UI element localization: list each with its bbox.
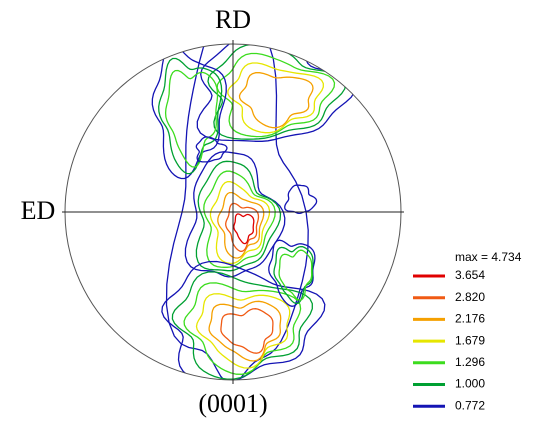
plane-label: (0001) — [198, 389, 267, 418]
rd-label: RD — [215, 5, 251, 34]
contour — [203, 170, 276, 268]
contour — [284, 184, 318, 215]
legend-label: 1.000 — [455, 377, 485, 391]
contour — [195, 160, 282, 272]
contour — [164, 69, 219, 168]
contour — [195, 293, 291, 369]
contour — [209, 181, 271, 265]
contours — [151, 44, 357, 380]
legend-label: 1.296 — [455, 355, 485, 369]
legend-label: 2.820 — [455, 290, 485, 304]
legend-max: max = 4.734 — [455, 250, 522, 264]
contour — [184, 151, 286, 278]
contour — [227, 62, 324, 134]
contour — [158, 57, 223, 175]
contour — [273, 245, 314, 305]
contour — [195, 136, 228, 163]
contour — [183, 282, 302, 375]
legend: 3.654 2.820 2.176 1.679 1.296 1.000 0.772 — [413, 268, 485, 412]
contour — [217, 191, 265, 259]
contour — [278, 249, 313, 301]
contour — [161, 260, 326, 380]
contour — [238, 72, 314, 129]
contour — [220, 308, 274, 354]
legend-label: 0.772 — [455, 398, 485, 412]
contour — [225, 202, 260, 252]
contour — [207, 44, 347, 140]
contour — [208, 300, 282, 362]
ed-label: ED — [21, 196, 56, 225]
contour — [268, 239, 316, 307]
contour — [171, 271, 313, 380]
legend-label: 2.176 — [455, 312, 485, 326]
contour — [233, 213, 255, 245]
legend-label: 1.679 — [455, 333, 485, 347]
legend-label: 3.654 — [455, 268, 485, 282]
